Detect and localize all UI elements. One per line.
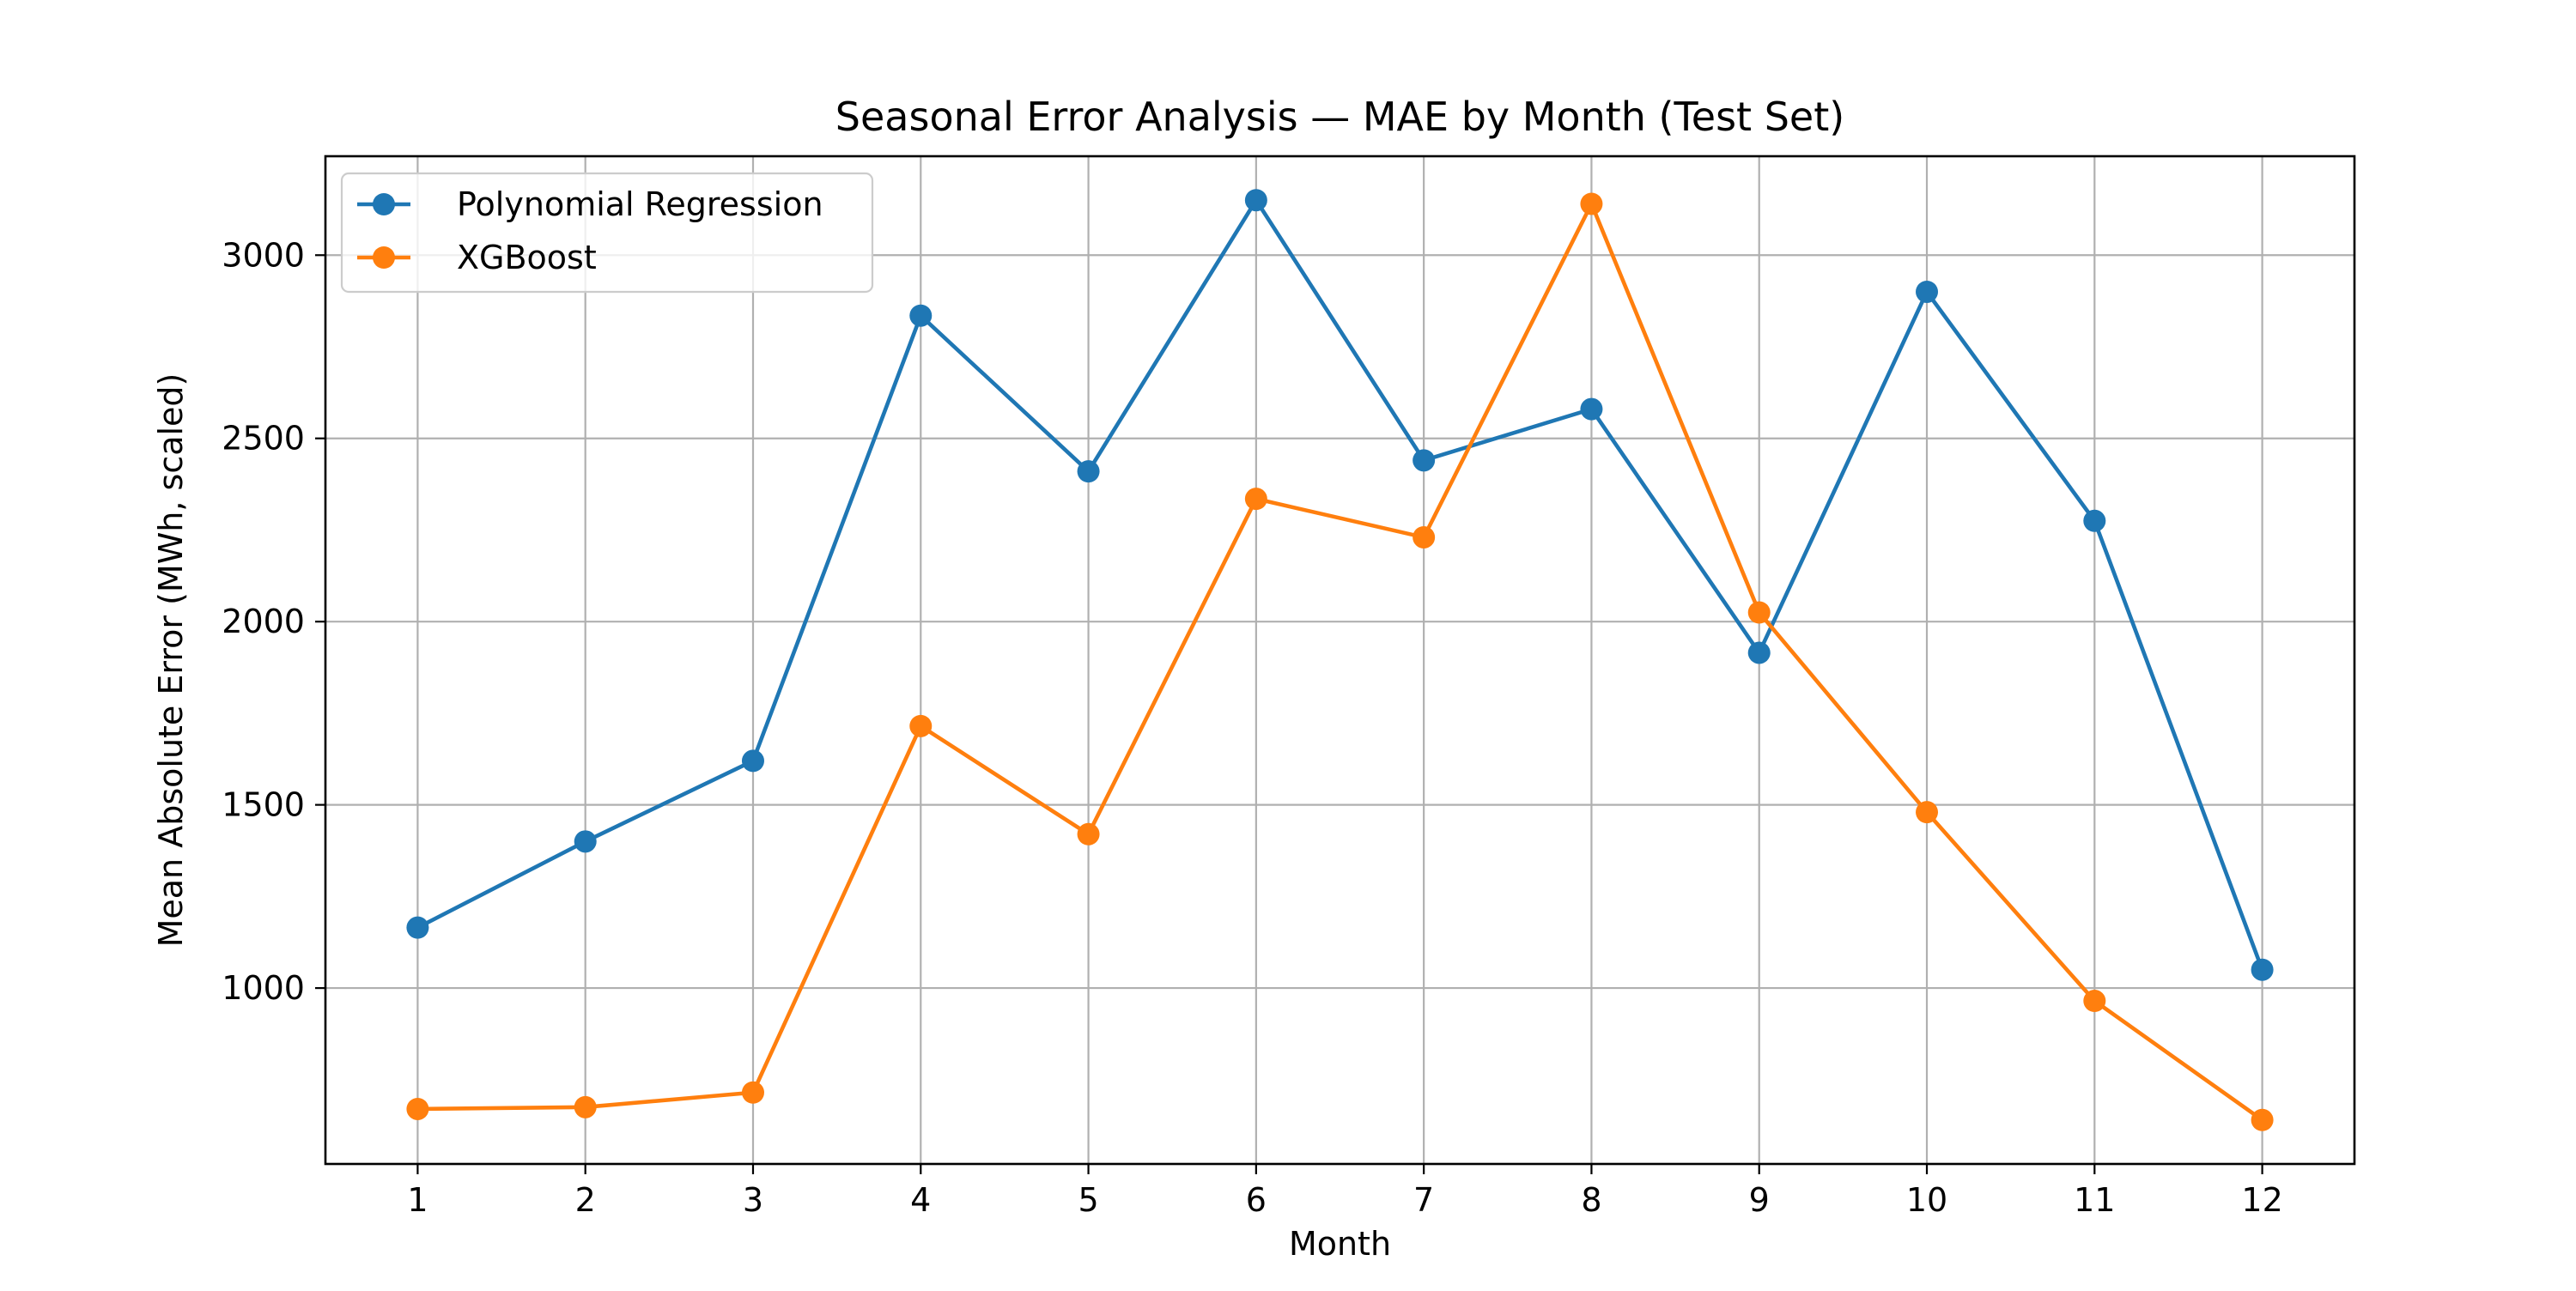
y-tick-label: 2000 [222,603,305,640]
data-point [1916,280,1939,303]
x-tick-label: 4 [910,1181,931,1219]
data-point [1244,488,1267,511]
x-tick-label: 3 [743,1181,763,1219]
series-line [416,202,2264,1123]
plot-area-frame [324,155,2356,1166]
data-point [1580,192,1603,215]
data-point [2251,1108,2274,1131]
x-tick-label: 1 [407,1181,428,1219]
x-tick-label: 12 [2241,1181,2282,1219]
data-point [741,1081,764,1104]
data-point [2251,958,2274,981]
x-tick-label: 9 [1749,1181,1770,1219]
data-point [1244,189,1267,212]
chart-title: Seasonal Error Analysis — MAE by Month (… [835,94,1844,140]
legend-label: XGBoost [457,239,597,276]
y-tick-label: 2500 [222,420,305,458]
series-1 [406,192,2274,1131]
data-point [2083,990,2106,1013]
x-tick-label: 10 [1906,1181,1947,1219]
data-point [574,1095,597,1118]
x-tick-label: 11 [2074,1181,2115,1219]
data-point [1580,397,1603,421]
legend-marker [373,246,395,269]
data-point [574,830,597,853]
y-axis-label: Mean Absolute Error (MWh, scaled) [152,373,190,948]
data-point [1747,601,1771,624]
data-point [909,304,933,327]
data-point [1747,641,1771,664]
data-point [741,749,764,773]
legend: Polynomial Regression XGBoost [340,172,874,294]
legend-entry: Polynomial Regression [357,185,823,223]
data-point [1916,801,1939,824]
y-tick-label: 1000 [222,969,305,1007]
series-line [416,197,2264,973]
data-point [1413,449,1436,472]
x-tick-label: 2 [575,1181,596,1219]
legend-entry: XGBoost [357,239,597,276]
legend-box [340,172,874,294]
series-0 [406,189,2274,981]
y-tick-label: 3000 [222,236,305,274]
data-point [909,714,933,737]
data-point [1077,460,1100,483]
x-tick-label: 5 [1078,1181,1098,1219]
data-point [1077,822,1100,846]
data-point [1413,525,1436,549]
x-tick-label: 6 [1246,1181,1267,1219]
x-tick-label: 7 [1413,1181,1434,1219]
data-point [2083,509,2106,532]
data-point [406,1097,429,1120]
x-tick-label: 8 [1581,1181,1601,1219]
data-point [406,916,429,939]
series-layer [406,189,2274,1131]
x-axis-label: Month [1289,1225,1391,1263]
legend-label: Polynomial Regression [457,185,823,223]
y-tick-label: 1500 [222,786,305,824]
legend-marker [373,193,395,215]
